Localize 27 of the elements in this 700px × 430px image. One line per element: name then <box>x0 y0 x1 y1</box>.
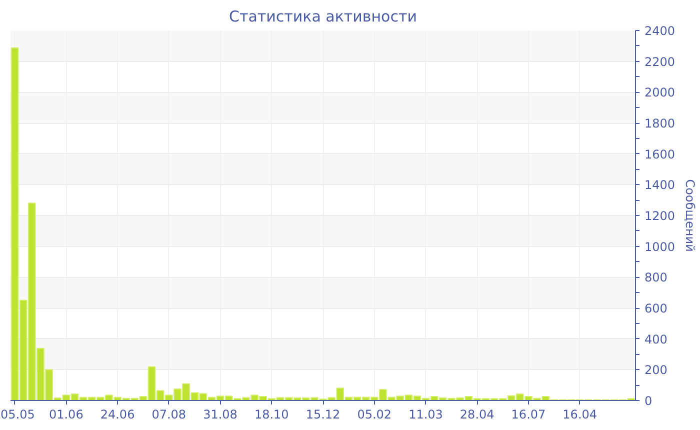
x-tick-label: 16.04 <box>562 408 598 422</box>
x-tick-label: 05.02 <box>357 408 392 422</box>
x-tick-label: 15.12 <box>306 408 340 422</box>
x-tick-label: 05.05 <box>0 408 35 422</box>
x-tick-label: 31.08 <box>203 408 238 422</box>
y-tick-label: 1400 <box>644 178 676 192</box>
y-tick-label: 2400 <box>644 24 676 38</box>
x-tick-label: 16.07 <box>511 408 546 422</box>
y-tick-label: 1800 <box>644 116 676 130</box>
x-tick-label: 28.04 <box>460 408 494 422</box>
x-tick-label: 01.06 <box>48 408 84 422</box>
x-tick-label: 07.08 <box>152 408 186 422</box>
y-tick-label: 400 <box>644 332 668 346</box>
y-tick-label: 1600 <box>644 147 676 162</box>
y-tick-label: 0 <box>644 394 652 408</box>
x-tick-label: 18.10 <box>254 408 289 422</box>
y-tick-label: 2200 <box>644 54 676 69</box>
y-axis-title: Сообщений <box>683 179 698 252</box>
y-tick-label: 2000 <box>644 86 676 100</box>
y-tick-label: 600 <box>644 302 668 316</box>
x-tick-label: 11.03 <box>408 408 443 422</box>
x-tick-label: 24.06 <box>100 408 135 422</box>
y-tick-label: 200 <box>644 363 668 378</box>
y-tick-label: 1000 <box>644 240 676 254</box>
y-tick-label: 1200 <box>644 209 676 223</box>
chart-title: Статистика активности <box>229 8 417 26</box>
y-tick-label: 800 <box>644 270 668 285</box>
